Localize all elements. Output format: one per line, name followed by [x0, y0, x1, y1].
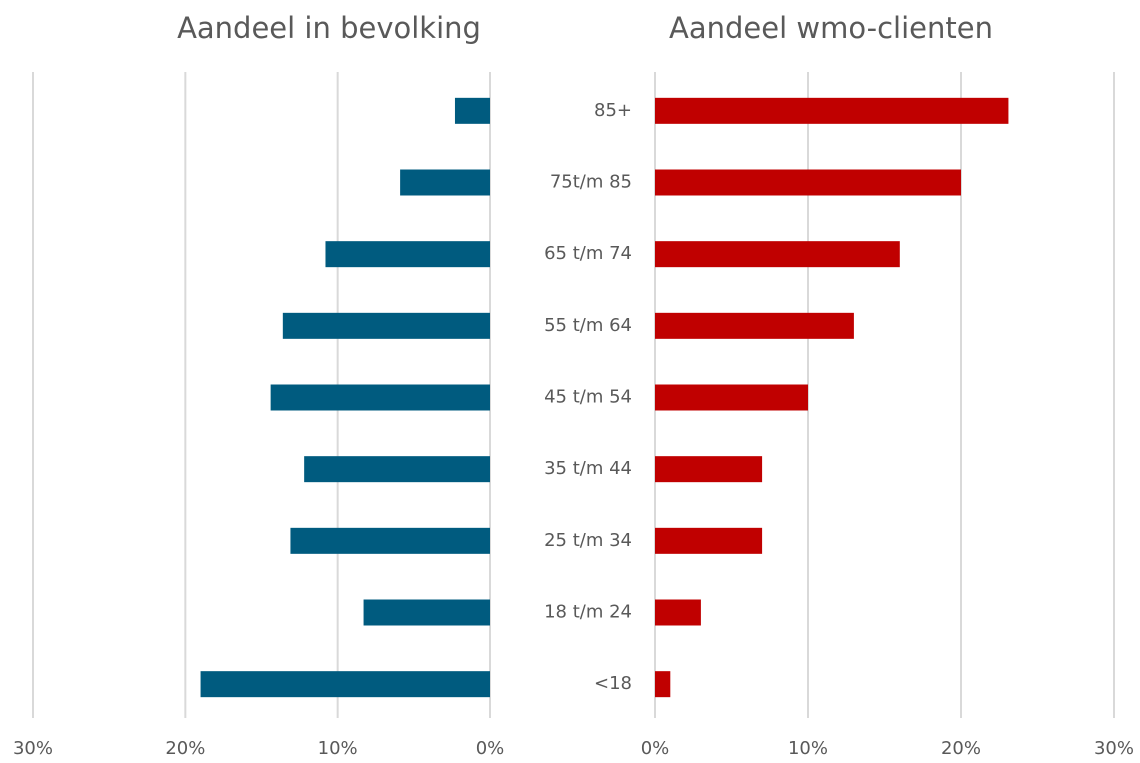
- bar: [655, 97, 1009, 124]
- category-label: 55 t/m 64: [544, 315, 632, 336]
- bar: [655, 527, 763, 554]
- category-label: 18 t/m 24: [544, 602, 632, 623]
- bar: [655, 671, 671, 698]
- chart-title: Aandeel in bevolking: [177, 11, 481, 45]
- category-label: 45 t/m 54: [544, 387, 632, 408]
- x-tick-label: 30%: [1094, 738, 1134, 759]
- bar: [400, 169, 490, 196]
- bar: [655, 384, 808, 411]
- bar: [454, 97, 490, 124]
- category-label: 75t/m 85: [550, 172, 632, 193]
- x-tick-label: 0%: [476, 738, 505, 759]
- category-label: 35 t/m 44: [544, 458, 632, 479]
- category-label: 85+: [594, 100, 632, 121]
- bar: [325, 241, 490, 268]
- bar: [655, 599, 701, 626]
- bar: [200, 671, 491, 698]
- category-label: 25 t/m 34: [544, 530, 632, 551]
- chart-title: Aandeel wmo-clienten: [669, 11, 993, 45]
- bar: [363, 599, 490, 626]
- x-tick-label: 0%: [641, 738, 670, 759]
- x-tick-label: 10%: [788, 738, 828, 759]
- bar: [304, 456, 490, 483]
- x-tick-label: 20%: [941, 738, 981, 759]
- category-label: 65 t/m 74: [544, 243, 632, 264]
- x-tick-label: 10%: [318, 738, 358, 759]
- x-tick-label: 30%: [13, 738, 53, 759]
- bar: [655, 312, 854, 339]
- bar: [270, 384, 490, 411]
- bar: [655, 456, 763, 483]
- x-tick-label: 20%: [165, 738, 205, 759]
- bar: [655, 169, 961, 196]
- bar: [655, 241, 900, 268]
- category-label: <18: [594, 673, 632, 694]
- bar: [282, 312, 490, 339]
- bar: [290, 527, 490, 554]
